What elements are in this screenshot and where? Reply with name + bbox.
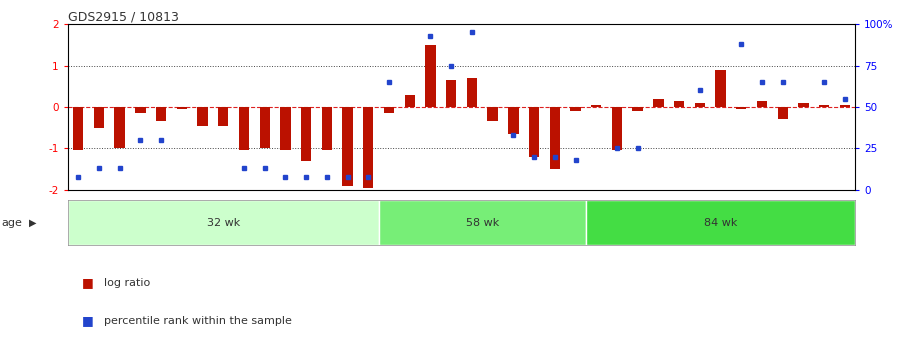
Bar	[384, 107, 395, 113]
Bar	[73, 107, 83, 150]
Bar	[378, 200, 586, 245]
Bar	[363, 107, 374, 188]
Bar	[757, 101, 767, 107]
Bar	[115, 107, 125, 148]
Bar	[68, 200, 378, 245]
Bar	[777, 107, 788, 119]
Bar	[156, 107, 167, 121]
Bar	[570, 107, 581, 111]
Bar	[260, 107, 270, 148]
Text: ▶: ▶	[29, 218, 36, 227]
Text: ■: ■	[81, 276, 93, 289]
Bar	[695, 103, 705, 107]
Bar	[509, 107, 519, 134]
Text: GDS2915 / 10813: GDS2915 / 10813	[68, 10, 179, 23]
Bar	[586, 200, 855, 245]
Text: 84 wk: 84 wk	[704, 218, 738, 227]
Text: percentile rank within the sample: percentile rank within the sample	[104, 316, 292, 326]
Bar	[281, 107, 291, 150]
Bar	[612, 107, 622, 150]
Bar	[218, 107, 228, 126]
Bar	[239, 107, 249, 150]
Text: age: age	[2, 218, 23, 227]
Text: log ratio: log ratio	[104, 278, 150, 288]
Text: 58 wk: 58 wk	[466, 218, 499, 227]
Bar	[715, 70, 726, 107]
Bar	[321, 107, 332, 150]
Bar	[176, 107, 187, 109]
Bar	[94, 107, 104, 128]
Bar	[653, 99, 663, 107]
Text: ■: ■	[81, 314, 93, 327]
Bar	[488, 107, 498, 121]
Bar	[197, 107, 208, 126]
Bar	[301, 107, 311, 161]
Bar	[529, 107, 539, 157]
Bar	[342, 107, 353, 186]
Text: 32 wk: 32 wk	[206, 218, 240, 227]
Bar	[633, 107, 643, 111]
Bar	[135, 107, 146, 113]
Bar	[819, 105, 829, 107]
Bar	[798, 103, 808, 107]
Bar	[736, 107, 747, 109]
Bar	[549, 107, 560, 169]
Bar	[840, 105, 850, 107]
Bar	[425, 45, 435, 107]
Bar	[446, 80, 456, 107]
Bar	[467, 78, 477, 107]
Bar	[591, 105, 602, 107]
Bar	[405, 95, 414, 107]
Bar	[674, 101, 684, 107]
